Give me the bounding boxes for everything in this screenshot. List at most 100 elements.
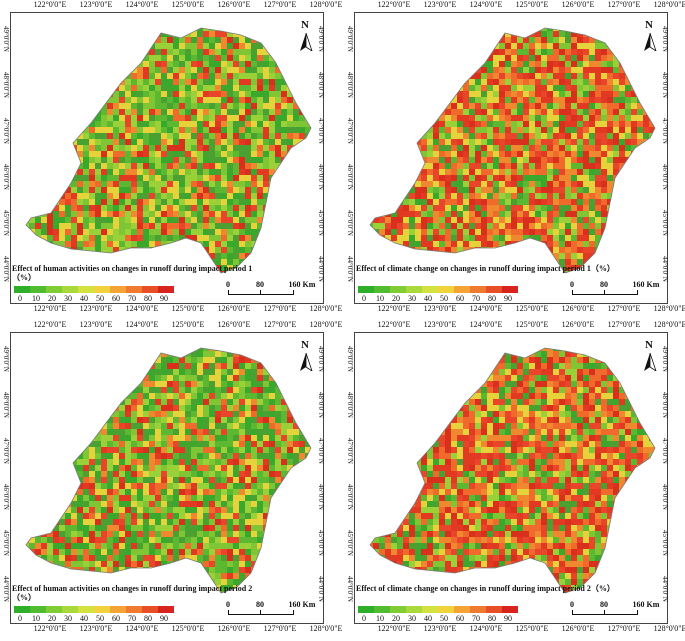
legend-tick-label: 40 xyxy=(424,294,432,303)
scale-end: 160 Km xyxy=(288,600,316,609)
legend-tick-label: 0 xyxy=(18,614,22,623)
longitude-label: 127°0'0"E xyxy=(607,624,641,633)
legend-color-bar xyxy=(14,606,174,613)
longitude-labels-bottom: 122°0'0"E 123°0'0"E 124°0'0"E 125°0'0"E 126°… xyxy=(358,304,685,316)
longitude-labels-bottom: 122°0'0"E 123°0'0"E 124°0'0"E 125°0'0"E 126°… xyxy=(358,624,685,636)
latitude-label: 48°0'0"N xyxy=(2,392,10,418)
legend-tick-label: 70 xyxy=(128,294,136,303)
north-arrow-icon: N xyxy=(297,339,315,371)
legend-swatch xyxy=(486,286,502,293)
legend-tick-label: 10 xyxy=(32,294,40,303)
latitude-label: 48°0'0"N xyxy=(661,72,669,98)
scale-bar: 0 80 160 Km xyxy=(564,280,674,300)
longitude-labels-top: 122°0'0"E 123°0'0"E 124°0'0"E 125°0'0"E 126°… xyxy=(358,320,685,332)
runoff-effect-raster xyxy=(26,348,311,593)
legend-swatch xyxy=(110,286,126,293)
longitude-labels-bottom: 122°0'0"E 123°0'0"E 124°0'0"E 125°0'0"E 126°… xyxy=(14,304,343,316)
longitude-label: 124°0'0"E xyxy=(125,0,159,9)
basin-boundary xyxy=(25,27,312,274)
legend-swatch xyxy=(30,606,46,613)
longitude-label: 125°0'0"E xyxy=(515,0,549,9)
longitude-label: 128°0'0"E xyxy=(309,320,343,329)
longitude-label: 126°0'0"E xyxy=(561,0,595,9)
longitude-label: 124°0'0"E xyxy=(125,304,159,313)
legend-ticks: 0 10 20 30 40 50 60 70 80 90 xyxy=(14,294,174,304)
map-panel-4: 122°0'0"E 123°0'0"E 124°0'0"E 125°0'0"E 126°… xyxy=(344,320,685,638)
longitude-label: 123°0'0"E xyxy=(423,0,457,9)
longitude-label: 125°0'0"E xyxy=(171,624,205,633)
latitude-labels-left: 49°0'0"N 48°0'0"N 47°0'0"N 46°0'0"N 45°0'0"N… xyxy=(1,334,11,620)
latitude-label: 47°0'0"N xyxy=(661,438,669,464)
legend-tick-label: 50 xyxy=(96,294,104,303)
latitude-label: 47°0'0"N xyxy=(2,118,10,144)
legend-swatch xyxy=(438,606,454,613)
legend-swatch xyxy=(390,286,406,293)
scale-end: 160 Km xyxy=(632,280,660,289)
legend-tick-label: 40 xyxy=(80,294,88,303)
legend-tick-label: 60 xyxy=(112,294,120,303)
latitude-label: 45°0'0"N xyxy=(2,210,10,236)
longitude-label: 124°0'0"E xyxy=(469,0,503,9)
longitude-label: 127°0'0"E xyxy=(263,304,297,313)
longitude-label: 122°0'0"E xyxy=(377,304,411,313)
longitude-labels-top: 122°0'0"E 123°0'0"E 124°0'0"E 125°0'0"E 126°… xyxy=(358,0,685,12)
north-label: N xyxy=(301,19,309,31)
legend-swatch xyxy=(406,286,422,293)
longitude-label: 122°0'0"E xyxy=(33,320,67,329)
latitude-label: 47°0'0"N xyxy=(317,118,325,144)
longitude-label: 125°0'0"E xyxy=(515,624,549,633)
scale-zero: 0 xyxy=(570,280,574,289)
legend-tick-label: 60 xyxy=(456,294,464,303)
longitude-label: 126°0'0"E xyxy=(217,624,251,633)
longitude-label: 127°0'0"E xyxy=(607,320,641,329)
north-arrow-icon: N xyxy=(641,339,659,371)
longitude-label: 128°0'0"E xyxy=(653,320,685,329)
map-panel-3: 122°0'0"E 123°0'0"E 124°0'0"E 125°0'0"E 126°… xyxy=(0,320,342,638)
legend-ticks: 0 10 20 30 40 50 60 70 80 90 xyxy=(358,614,518,624)
scale-tick xyxy=(604,610,605,614)
latitude-label: 49°0'0"N xyxy=(317,346,325,372)
legend-swatch xyxy=(422,286,438,293)
scale-end: 160 Km xyxy=(288,280,316,289)
longitude-label: 124°0'0"E xyxy=(469,624,503,633)
latitude-label: 49°0'0"N xyxy=(346,26,354,52)
legend-color-bar xyxy=(358,286,518,293)
scale-tick xyxy=(260,610,261,614)
legend-title: Effect of climate change on changes in r… xyxy=(356,584,615,593)
latitude-label: 44°0'0"N xyxy=(661,256,669,282)
latitude-labels-left: 49°0'0"N 48°0'0"N 47°0'0"N 46°0'0"N 45°0'0"N… xyxy=(1,14,11,300)
map-frame: N xyxy=(354,12,668,304)
legend-swatch xyxy=(14,606,30,613)
latitude-label: 49°0'0"N xyxy=(346,346,354,372)
legend-tick-label: 90 xyxy=(504,614,512,623)
latitude-label: 44°0'0"N xyxy=(2,576,10,602)
scale-zero: 0 xyxy=(570,600,574,609)
legend-swatch xyxy=(358,606,374,613)
latitude-label: 47°0'0"N xyxy=(317,438,325,464)
latitude-label: 47°0'0"N xyxy=(346,118,354,144)
latitude-label: 47°0'0"N xyxy=(2,438,10,464)
longitude-label: 127°0'0"E xyxy=(263,0,297,9)
legend-swatch xyxy=(142,286,158,293)
latitude-label: 48°0'0"N xyxy=(317,72,325,98)
legend-tick-label: 20 xyxy=(48,614,56,623)
legend-swatch xyxy=(62,606,78,613)
longitude-label: 124°0'0"E xyxy=(469,320,503,329)
scale-tick xyxy=(637,610,638,614)
scale-tick xyxy=(637,290,638,294)
longitude-label: 122°0'0"E xyxy=(377,0,411,9)
longitude-label: 128°0'0"E xyxy=(309,0,343,9)
latitude-label: 47°0'0"N xyxy=(661,118,669,144)
latitude-label: 48°0'0"N xyxy=(317,392,325,418)
latitude-label: 48°0'0"N xyxy=(661,392,669,418)
scale-bar: 0 80 160 Km xyxy=(220,280,330,300)
scale-tick xyxy=(572,290,573,294)
latitude-label: 49°0'0"N xyxy=(2,26,10,52)
legend-tick-label: 80 xyxy=(488,614,496,623)
scale-tick xyxy=(260,290,261,294)
latitude-label: 49°0'0"N xyxy=(661,26,669,52)
legend-swatch xyxy=(46,286,62,293)
legend-tick-label: 30 xyxy=(64,614,72,623)
runoff-effect-raster xyxy=(370,28,655,273)
legend-tick-label: 90 xyxy=(504,294,512,303)
